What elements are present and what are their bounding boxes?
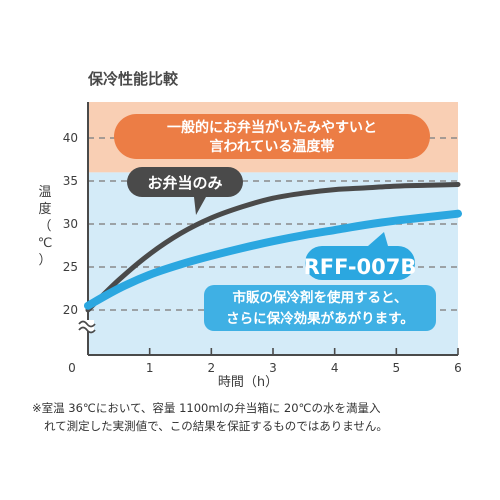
- footnote-line-2: れて測定した実測値で、この結果を保証するものではありません。: [44, 419, 388, 433]
- x-tick-label: 2: [208, 361, 216, 375]
- danger-callout-line-2: 言われている温度帯: [210, 138, 335, 155]
- x-tick-label: 6: [454, 361, 462, 375]
- x-tick-label: 1: [146, 361, 154, 375]
- axes: [87, 102, 459, 356]
- y-tick-label: 30: [63, 217, 78, 231]
- x-tick-label: 4: [331, 361, 339, 375]
- x-axis-title: 時間（h）: [218, 375, 278, 390]
- danger-callout-pill: [114, 114, 430, 159]
- plain-label-text: お弁当のみ: [147, 174, 222, 192]
- product-label-bubble: [305, 232, 415, 280]
- footnote-line-1: ※室温 36℃において、容量 1100mlの弁当箱に 20℃の水を満量入: [32, 401, 381, 415]
- danger-zone-callout: 一般的にお弁当がいたみやすいと 言われている温度帯: [114, 114, 430, 159]
- x-tick-label: 3: [269, 361, 277, 375]
- tick-labels: 20 25 30 35 40 0 1 2 3 4 5 6: [63, 131, 462, 375]
- y-tick-label: 20: [63, 303, 78, 317]
- axis-break-icon: [78, 320, 96, 334]
- product-note: 市販の保冷剤を使用すると、 さらに保冷効果があがります。: [204, 285, 436, 331]
- y-tick-label: 25: [63, 260, 78, 274]
- plain-series-label: お弁当のみ: [127, 167, 243, 215]
- x-tick-label: 0: [68, 361, 76, 375]
- y-tick-label: 40: [63, 131, 78, 145]
- axis-break-mark: [78, 326, 96, 334]
- product-label-text: RFF-007B: [304, 255, 417, 279]
- y-tick-label: 35: [63, 174, 78, 188]
- footnote: ※室温 36℃において、容量 1100mlの弁当箱に 20℃の水を満量入 れて測…: [32, 399, 482, 435]
- x-tick-label: 5: [393, 361, 401, 375]
- axis-break-mark: [78, 320, 96, 328]
- series-layer: [84, 181, 462, 313]
- product-series-label: RFF-007B: [304, 232, 417, 280]
- product-note-line-1: 市販の保冷剤を使用すると、: [233, 289, 408, 306]
- chart-title: 保冷性能比較: [87, 70, 179, 88]
- product-note-box: [204, 285, 436, 331]
- danger-callout-line-1: 一般的にお弁当がいたみやすいと: [167, 119, 377, 136]
- y-axis-title: 温度（℃）: [38, 185, 53, 268]
- product-note-line-2: さらに保冷効果があがります。: [226, 310, 414, 327]
- plain-label-bubble: [127, 167, 243, 215]
